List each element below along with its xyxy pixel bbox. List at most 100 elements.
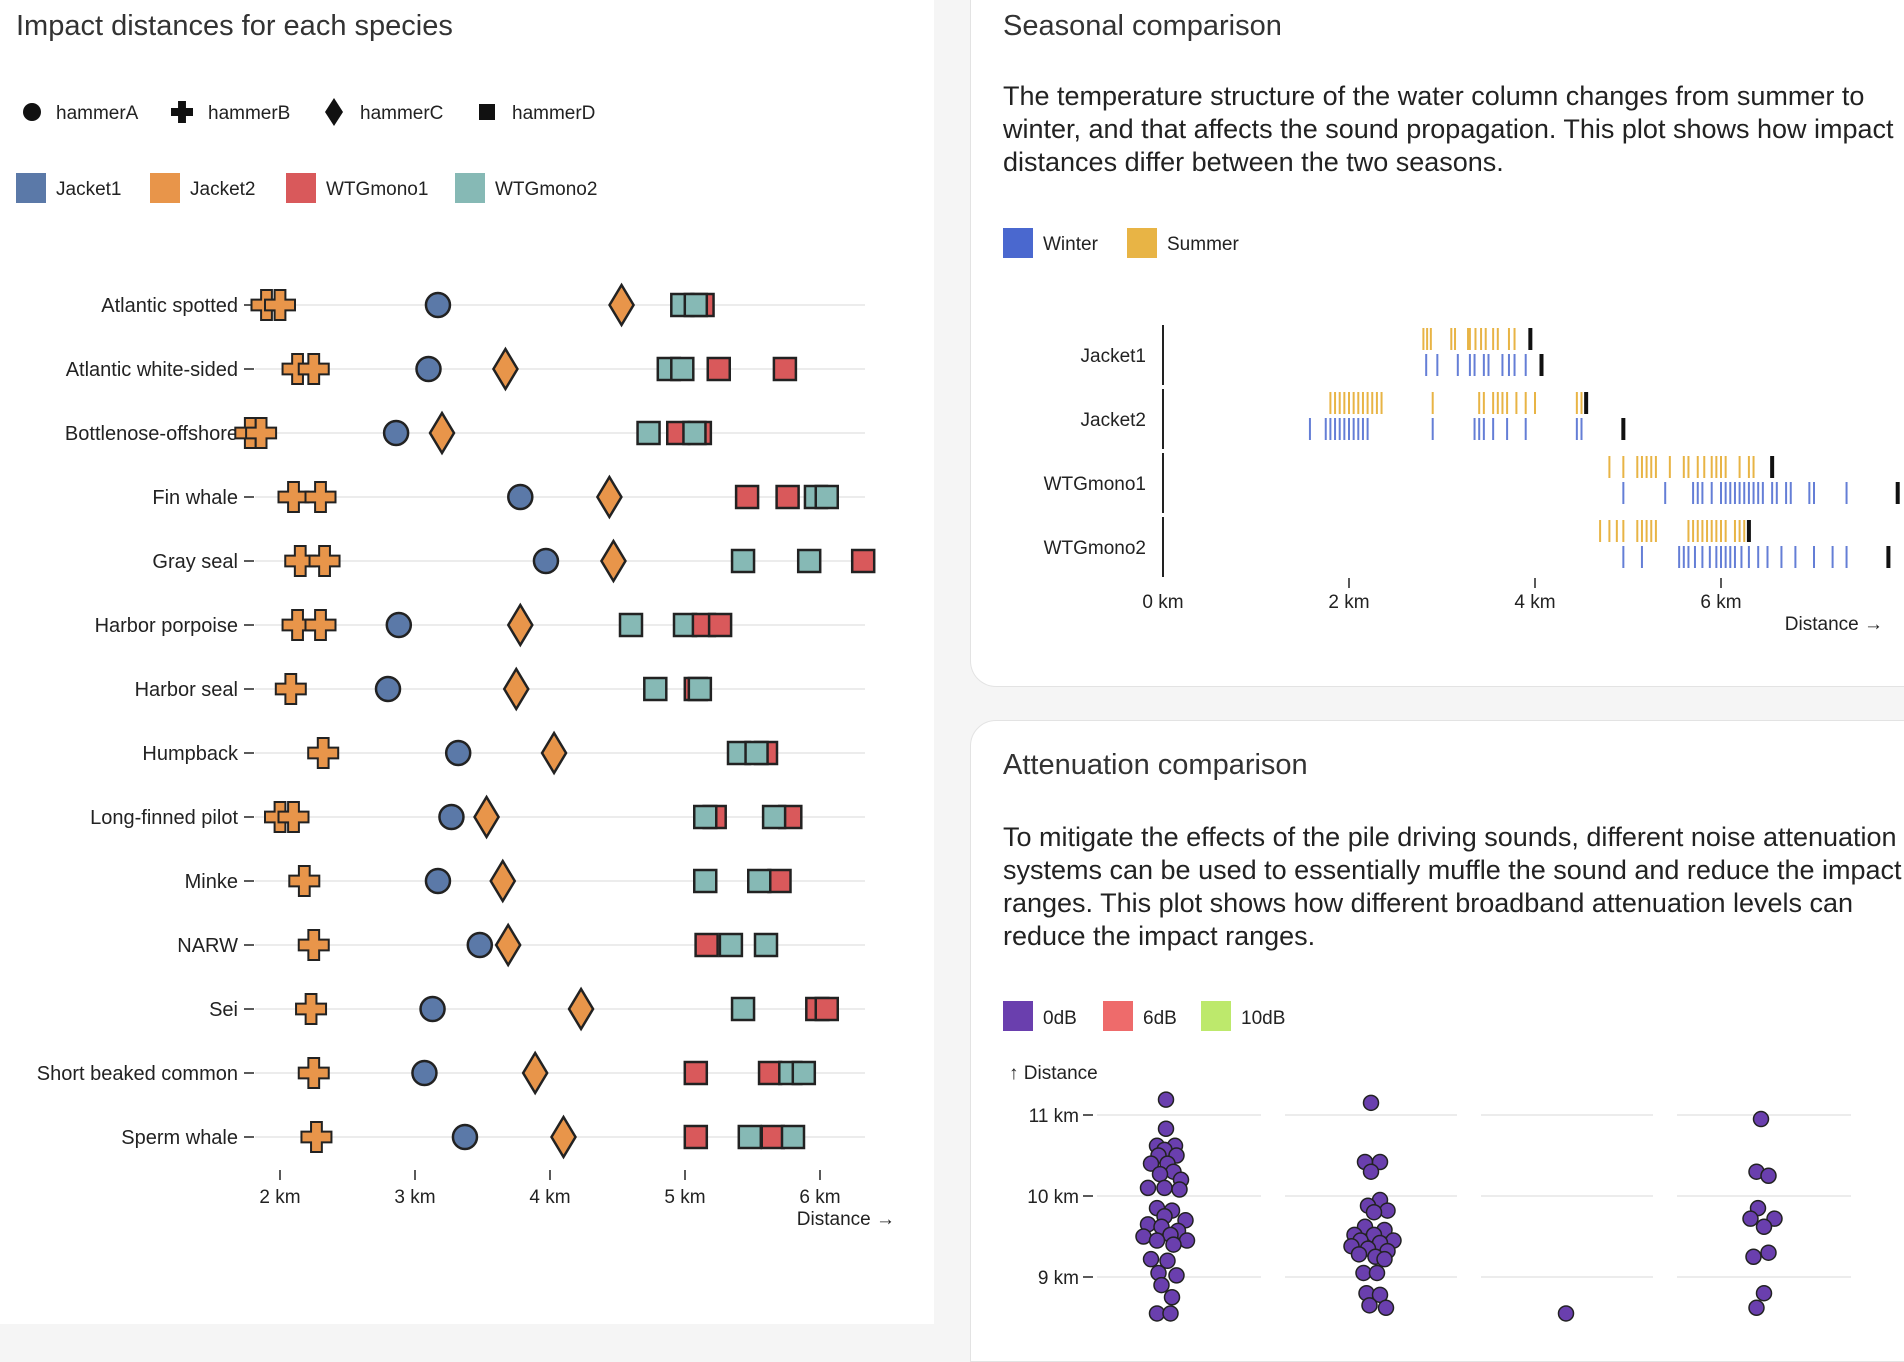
legend-6dB-label: 6dB — [1143, 1008, 1177, 1029]
hammerD-mark — [737, 1124, 763, 1150]
x-tick-label: 6 km — [1700, 592, 1741, 613]
species-chart: hammerA hammerB hammerC hammerD Jacket1 Jacke… — [16, 98, 895, 1230]
hammerB-mark — [245, 417, 278, 449]
hammerB-mark — [297, 929, 330, 961]
hammerD-mark — [757, 1060, 783, 1086]
attenuation-point — [1350, 1246, 1368, 1263]
hammerC-mark — [494, 922, 522, 968]
attenuation-point — [1368, 1264, 1386, 1282]
attenuation-description: To mitigate the effects of the pile driv… — [1003, 822, 1902, 951]
legend-hammerD-label: hammerD — [512, 103, 595, 124]
hammerA-mark — [438, 803, 465, 831]
legend-10dB-label: 10dB — [1241, 1008, 1285, 1029]
species-label: Short beaked common — [37, 1063, 238, 1085]
x-tick-label: 3 km — [394, 1187, 435, 1208]
hammerD-mark — [760, 1124, 785, 1150]
legend-WTGmono2-swatch — [455, 173, 485, 203]
attenuation-point — [1153, 1276, 1170, 1294]
attenuation-point — [1745, 1248, 1762, 1265]
legend-hammerA-label: hammerA — [56, 103, 139, 124]
legend-0dB-swatch — [1003, 1001, 1033, 1031]
seasonal-panel: Seasonal comparison The temperature stru… — [970, 0, 1904, 687]
hammerA-mark — [532, 547, 560, 575]
hammerD-mark — [682, 420, 707, 446]
attenuation-point — [1755, 1284, 1773, 1302]
legend-WTGmono1-swatch — [286, 173, 316, 203]
hammerD-mark — [814, 484, 839, 510]
hammerB-mark — [307, 737, 340, 769]
species-label: Minke — [185, 871, 238, 893]
hammerD-mark — [694, 932, 719, 958]
attenuation-point — [1557, 1305, 1575, 1322]
hammerB-mark — [284, 545, 317, 577]
hammerC-mark — [521, 1050, 549, 1096]
hammerD-mark — [850, 548, 876, 574]
y-tick-label: 11 km — [1029, 1106, 1079, 1127]
hammerC-mark — [550, 1114, 577, 1160]
hammerD-mark — [814, 996, 839, 1022]
species-label: NARW — [177, 935, 238, 957]
attenuation-chart: 0dB 6dB 10dB ↑ Distance 9 km 10 km 11 km — [1003, 1001, 1851, 1322]
species-label: Atlantic white-sided — [66, 359, 238, 381]
species-panel: Impact distances for each species hammer… — [0, 0, 934, 1324]
legend-hammerD-icon — [479, 104, 495, 120]
attenuation-point — [1139, 1179, 1157, 1197]
hammerA-mark — [466, 931, 494, 959]
hammerD-mark — [734, 484, 760, 510]
attenuation-point — [1361, 1297, 1378, 1314]
hammerD-mark — [693, 868, 718, 894]
attenuation-point — [1178, 1232, 1196, 1249]
hammerD-mark — [643, 676, 668, 702]
legend-0dB-label: 0dB — [1043, 1008, 1077, 1029]
hammerD-mark — [670, 356, 695, 382]
x-axis-label: Distance → — [1785, 614, 1883, 635]
hammerB-mark — [295, 993, 328, 1025]
hammerA-mark — [424, 291, 452, 319]
hammerA-mark — [424, 867, 452, 895]
hammerA-mark — [382, 419, 410, 447]
seasonal-title: Seasonal comparison — [1003, 10, 1282, 42]
hammerD-mark — [761, 804, 787, 830]
attenuation-point — [1157, 1091, 1175, 1108]
x-axis-label: Distance → — [797, 1209, 895, 1230]
attenuation-point — [1165, 1236, 1182, 1253]
attenuation-point — [1135, 1228, 1152, 1245]
row-label: Jacket1 — [1081, 346, 1146, 367]
hammerD-mark — [730, 996, 756, 1022]
attenuation-point — [1163, 1289, 1181, 1306]
attenuation-point — [1760, 1167, 1777, 1184]
attenuation-point — [1168, 1267, 1185, 1284]
hammerB-mark — [297, 353, 330, 385]
attenuation-point — [1379, 1202, 1396, 1219]
hammerA-mark — [411, 1059, 438, 1087]
hammerD-mark — [796, 548, 822, 574]
attenuation-point — [1760, 1244, 1777, 1261]
hammerA-mark — [374, 675, 402, 703]
hammerD-mark — [683, 1124, 709, 1150]
hammerD-mark — [707, 612, 733, 638]
species-label: Fin whale — [152, 487, 238, 509]
hammerD-mark — [791, 1060, 817, 1086]
legend-WTGmono1-label: WTGmono1 — [326, 179, 428, 200]
attenuation-point — [1362, 1163, 1380, 1180]
x-tick-label: 2 km — [259, 1187, 300, 1208]
hammerA-mark — [385, 611, 413, 639]
hammerC-mark — [491, 346, 519, 392]
hammerC-mark — [595, 474, 623, 520]
x-tick-label: 6 km — [799, 1187, 840, 1208]
legend-hammerC-icon — [325, 98, 343, 126]
legend-hammerB-label: hammerB — [208, 103, 290, 124]
hammerD-mark — [753, 932, 779, 958]
legend-Jacket1-swatch — [16, 173, 46, 203]
legend-Jacket2-label: Jacket2 — [190, 179, 255, 200]
attenuation-point — [1742, 1210, 1759, 1227]
species-label: Sei — [209, 999, 238, 1021]
attenuation-panel: Attenuation comparison To mitigate the e… — [970, 720, 1904, 1362]
hammerA-mark — [415, 355, 442, 383]
species-label: Atlantic spotted — [101, 295, 238, 317]
attenuation-point — [1362, 1094, 1380, 1112]
attenuation-point — [1377, 1299, 1395, 1317]
hammerB-mark — [277, 481, 310, 513]
legend-summer-label: Summer — [1167, 234, 1239, 255]
hammerB-mark — [304, 481, 337, 513]
